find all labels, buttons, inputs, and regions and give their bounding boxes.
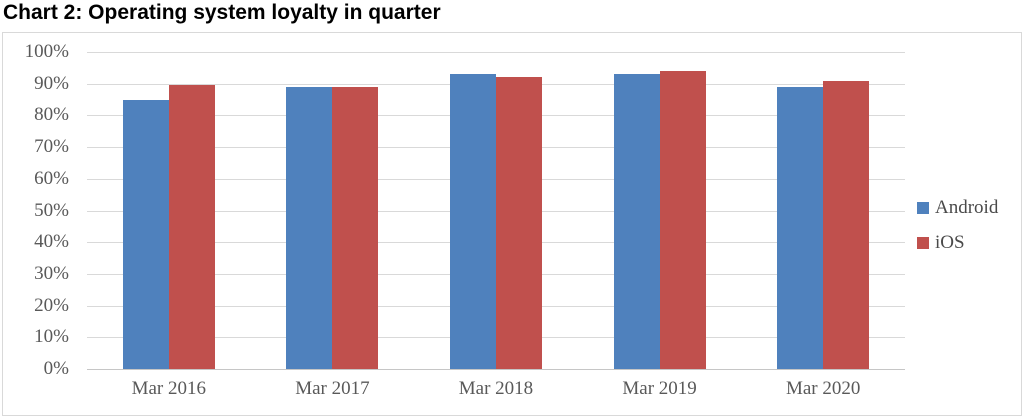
bar-android <box>777 86 824 369</box>
gridline <box>87 52 905 53</box>
legend: Android iOS <box>917 197 998 254</box>
bar-ios <box>168 85 215 369</box>
y-axis-label: 90% <box>34 72 69 94</box>
x-axis-label: Mar 2020 <box>785 378 861 399</box>
bar-android <box>286 86 333 369</box>
legend-swatch-android <box>917 202 929 214</box>
bar-group <box>87 52 251 369</box>
bar-group <box>741 52 905 369</box>
x-axis-label: Mar 2019 <box>622 378 697 399</box>
y-axis-label: 40% <box>34 231 69 253</box>
bar-group <box>251 52 415 369</box>
gridline <box>87 369 905 370</box>
x-axis: Mar 2016 Mar 2017 Mar 2018 Mar 2019 Mar 2020 <box>87 378 905 400</box>
plot-area <box>87 52 905 370</box>
bar-ios <box>823 80 870 369</box>
bar-android <box>613 74 660 369</box>
legend-label: Android <box>935 197 999 218</box>
bar-android <box>449 74 496 369</box>
y-axis-label: 10% <box>34 326 69 348</box>
y-axis-label: 0% <box>43 358 69 379</box>
y-axis-label: 30% <box>34 262 69 284</box>
y-axis-label: 50% <box>34 199 69 221</box>
legend-label: iOS <box>935 232 965 253</box>
bar-group <box>578 52 742 369</box>
y-axis-label: 60% <box>34 167 69 189</box>
x-axis-label: Mar 2018 <box>458 378 534 399</box>
bar-ios <box>495 77 542 369</box>
y-axis: 0% 10% 20% 30% 40% 50% 60% 70% 80% 90% 100% <box>3 41 69 379</box>
bar-android <box>122 99 169 369</box>
bar-ios <box>659 71 706 369</box>
y-axis-label: 20% <box>34 294 69 316</box>
bar-group <box>414 52 578 369</box>
x-axis-label: Mar 2016 <box>131 378 206 399</box>
y-axis-label: 70% <box>34 136 69 158</box>
legend-swatch-ios <box>917 237 929 249</box>
chart-title: Chart 2: Operating system loyalty in qua… <box>3 1 441 24</box>
y-axis-label: 80% <box>34 104 69 126</box>
legend-item-android: Android <box>917 197 998 219</box>
bar-groups <box>87 52 905 369</box>
y-axis-label: 100% <box>24 41 69 62</box>
chart-frame: 0% 10% 20% 30% 40% 50% 60% 70% 80% 90% 100% Mar 20… <box>2 32 1022 416</box>
legend-item-ios: iOS <box>917 232 998 254</box>
x-axis-label: Mar 2017 <box>295 378 370 399</box>
bar-ios <box>332 86 379 369</box>
